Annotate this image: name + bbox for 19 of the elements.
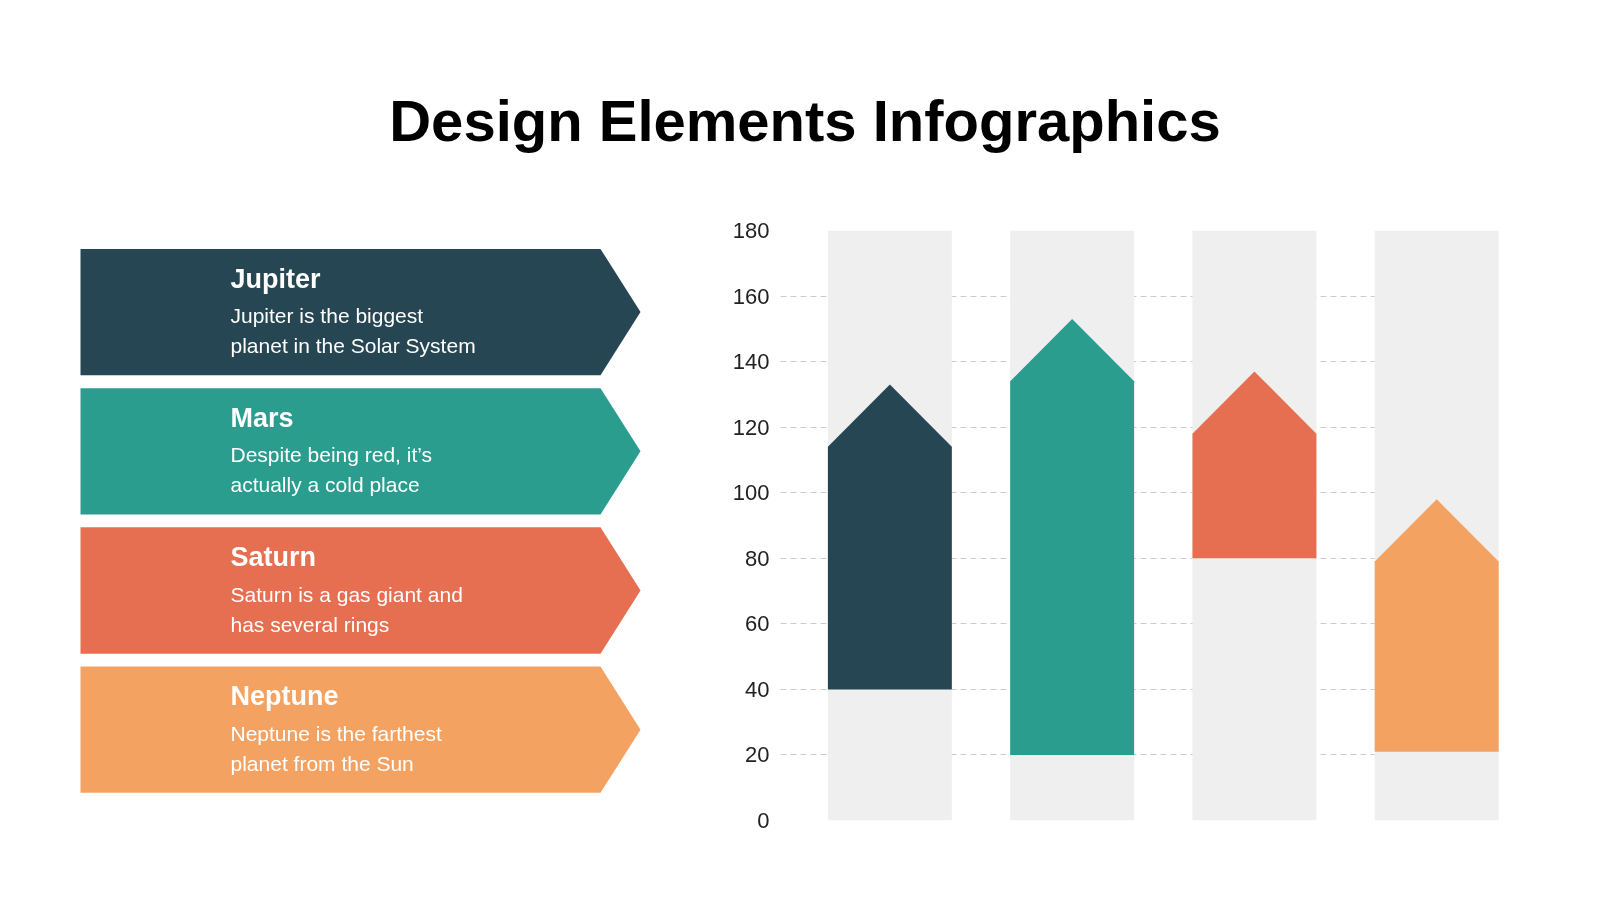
text: Despite being red, it’s actually a cold place — [230, 443, 433, 497]
category-label: Neptune — [230, 681, 339, 712]
text: Saturn is a gas giant and has several rings — [230, 582, 463, 636]
y-tick-label: 160 — [732, 283, 770, 309]
y-tick-label: 140 — [732, 349, 770, 375]
text: Jupiter is the biggest planet in the Solar System — [230, 304, 476, 358]
y-tick-label: 40 — [745, 676, 770, 702]
text: Neptune is the farthest planet from the Sun — [230, 721, 442, 775]
y-tick-label: 0 — [757, 808, 770, 833]
y-tick-label: 120 — [732, 414, 770, 440]
category-label: Jupiter — [230, 263, 322, 294]
category-label: Saturn — [230, 542, 317, 573]
category-label: Mars — [230, 402, 294, 433]
y-tick-label: 80 — [745, 545, 770, 571]
text: Design Elements Infographics — [389, 87, 1221, 155]
y-tick-label: 60 — [745, 611, 770, 637]
y-tick-label: 180 — [732, 218, 770, 243]
y-tick-label: 20 — [745, 742, 770, 768]
y-tick-label: 100 — [732, 480, 770, 506]
